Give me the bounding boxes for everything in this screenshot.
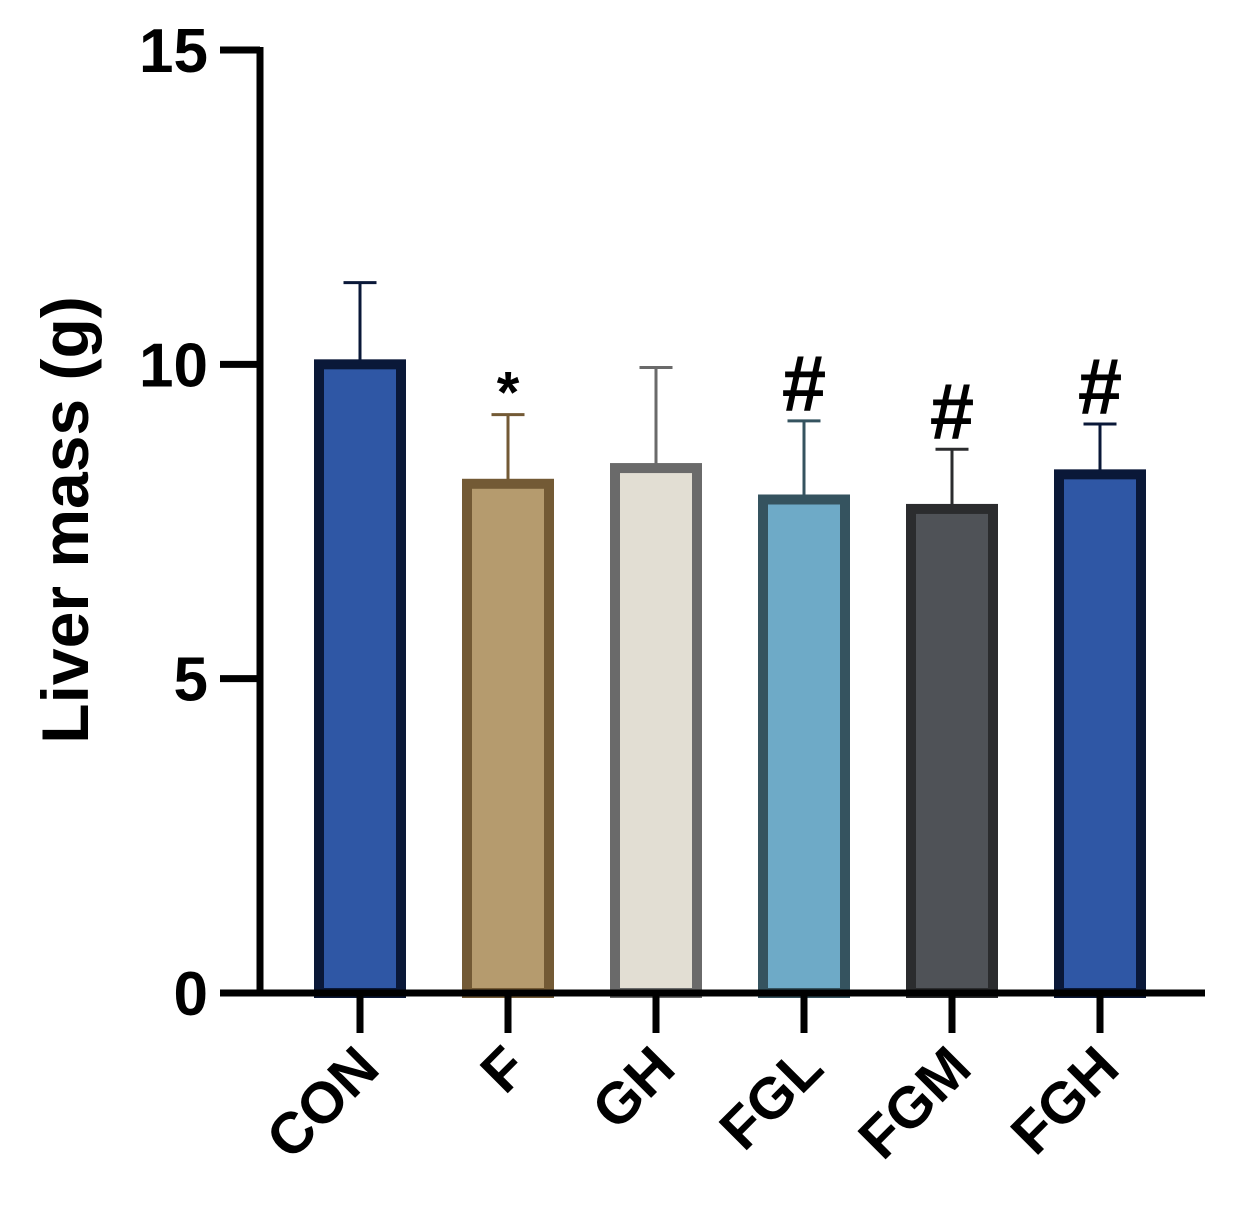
category-label-FGL: FGL bbox=[707, 1034, 835, 1162]
bar-CON bbox=[314, 359, 406, 999]
category-label-CON: CON bbox=[254, 1034, 391, 1171]
y-tick-label-15: 15 bbox=[139, 17, 208, 86]
bar-GH bbox=[610, 463, 702, 998]
y-tick-label-5: 5 bbox=[174, 646, 208, 715]
bar-FGH bbox=[1054, 469, 1146, 999]
category-label-F: F bbox=[468, 1034, 539, 1105]
category-label-GH: GH bbox=[580, 1034, 687, 1141]
y-tick-label-0: 0 bbox=[174, 960, 208, 1029]
y-axis-title: Liver mass (g) bbox=[28, 296, 102, 744]
category-label-FGM: FGM bbox=[846, 1034, 983, 1171]
category-label-FGH: FGH bbox=[999, 1034, 1132, 1167]
bar-FGM bbox=[906, 503, 998, 998]
bar-FGL bbox=[758, 494, 850, 998]
bar-F bbox=[462, 478, 554, 998]
bars-layer: * # # # bbox=[314, 281, 1146, 999]
significance-mark-FGH: # bbox=[1078, 342, 1123, 431]
significance-mark-FGL: # bbox=[782, 339, 827, 428]
significance-mark-FGM: # bbox=[930, 367, 975, 456]
significance-mark-F: * bbox=[497, 361, 520, 426]
y-tick-label-10: 10 bbox=[139, 331, 208, 400]
